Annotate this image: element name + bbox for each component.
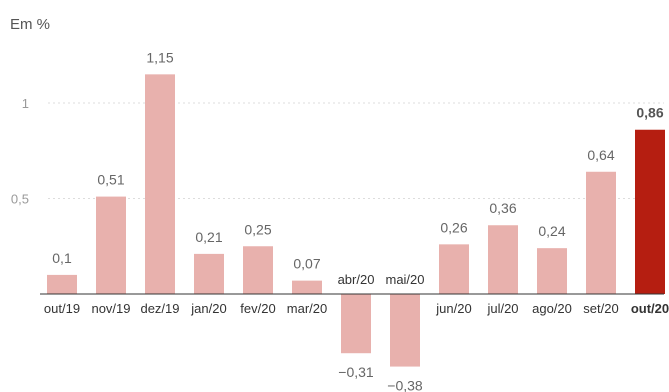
unit-label: Em % bbox=[10, 16, 50, 33]
value-label: 0,07 bbox=[293, 256, 320, 272]
x-axis-ticks: out/19 nov/19 dez/19 jan/20 fev/20 mar/20 abr/… bbox=[44, 272, 669, 316]
value-label: 0,25 bbox=[244, 221, 271, 237]
bar-nov-19 bbox=[96, 196, 126, 294]
value-labels: 0,1 0,51 1,15 0,21 0,25 0,07 −0,31 −0,38 0,26 0,3… bbox=[52, 49, 664, 392]
x-tick-label: out/19 bbox=[44, 301, 80, 316]
value-label: 1,15 bbox=[146, 49, 173, 65]
y-axis-ticks: 0,51 bbox=[11, 96, 29, 207]
value-label: 0,86 bbox=[636, 105, 663, 121]
bar-abr-20 bbox=[341, 294, 371, 354]
x-tick-label: out/20 bbox=[631, 301, 669, 316]
bar-mai-20 bbox=[390, 294, 420, 367]
bar-ago-20 bbox=[537, 248, 567, 294]
value-label: 0,26 bbox=[440, 219, 467, 235]
bar-jul-20 bbox=[488, 225, 518, 294]
x-tick-label: jan/20 bbox=[190, 301, 226, 316]
value-label: 0,1 bbox=[52, 250, 72, 266]
bar-mar-20 bbox=[292, 280, 322, 294]
x-tick-label: mai/20 bbox=[385, 272, 424, 287]
value-label: −0,38 bbox=[387, 378, 423, 392]
y-tick-label: 1 bbox=[22, 96, 29, 111]
bar-jan-20 bbox=[194, 253, 224, 294]
value-label: 0,21 bbox=[195, 229, 222, 245]
x-tick-label: jul/20 bbox=[486, 301, 518, 316]
x-tick-label: nov/19 bbox=[91, 301, 130, 316]
value-label: −0,31 bbox=[338, 364, 374, 380]
y-tick-label: 0,5 bbox=[11, 192, 29, 207]
bar-jun-20 bbox=[439, 244, 469, 294]
bar-out-19 bbox=[47, 274, 77, 294]
bar-out-20 bbox=[635, 129, 665, 294]
gridlines bbox=[48, 102, 664, 199]
value-label: 0,64 bbox=[587, 147, 614, 163]
bar-fev-20 bbox=[243, 246, 273, 294]
x-tick-label: jun/20 bbox=[435, 301, 471, 316]
value-label: 0,36 bbox=[489, 200, 516, 216]
x-tick-label: set/20 bbox=[583, 301, 618, 316]
bar-dez-19 bbox=[145, 74, 175, 294]
value-label: 0,51 bbox=[97, 172, 124, 188]
x-tick-label: fev/20 bbox=[240, 301, 275, 316]
value-label: 0,24 bbox=[538, 223, 565, 239]
x-tick-label: abr/20 bbox=[338, 272, 375, 287]
bar-set-20 bbox=[586, 171, 616, 294]
x-tick-label: dez/19 bbox=[140, 301, 179, 316]
x-tick-label: mar/20 bbox=[287, 301, 327, 316]
bars bbox=[47, 74, 665, 367]
x-tick-label: ago/20 bbox=[532, 301, 572, 316]
